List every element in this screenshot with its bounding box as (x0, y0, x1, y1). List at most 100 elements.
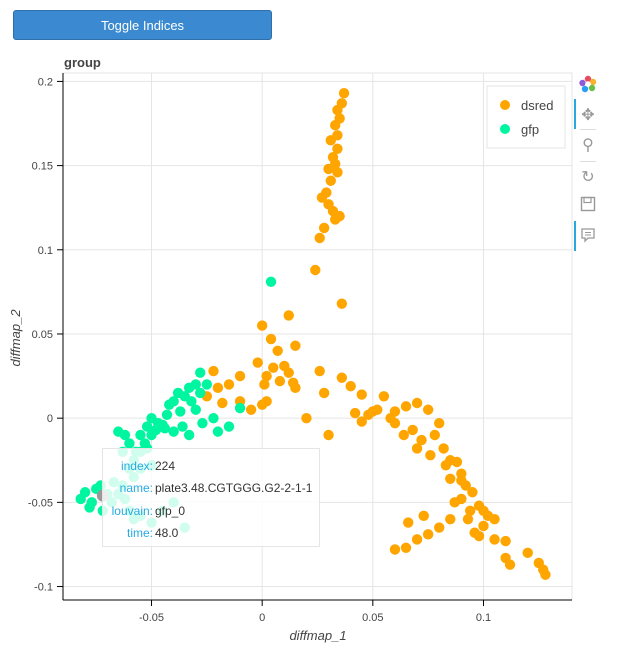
scatter-point-dsred (467, 487, 478, 498)
scatter-point-dsred (469, 527, 480, 538)
box-zoom-icon[interactable]: ⚲ (582, 135, 594, 154)
scatter-point-dsred (418, 510, 429, 522)
x-tick-label: 0.05 (362, 612, 383, 624)
scatter-point-dsred (325, 175, 336, 186)
active-indicator (574, 99, 576, 129)
scatter-point-dsred (500, 552, 511, 564)
scatter-point-dsred (223, 379, 235, 390)
bokeh-logo-icon[interactable] (578, 75, 598, 95)
scatter-point-dsred (261, 370, 272, 382)
scatter-point-dsred (422, 404, 434, 415)
scatter-point-dsred (283, 367, 294, 378)
scatter-point-gfp (141, 421, 153, 432)
hover-tooltip: index: 224 name: plate3.48.CGTGGG.G2-2-1… (102, 448, 320, 547)
scatter-point-gfp (208, 412, 219, 424)
toggle-indices-button[interactable]: Toggle Indices (13, 10, 272, 40)
pan-icon[interactable]: ✥ (581, 105, 595, 124)
scatter-point-gfp (201, 379, 213, 390)
scatter-point-dsred (261, 396, 272, 407)
scatter-point-gfp (124, 438, 135, 449)
tooltip-key: time: (126, 526, 153, 540)
scatter-point-dsred (318, 387, 330, 399)
scatter-point-gfp (146, 429, 157, 441)
tooltip-row: louvain: gfp_0 (103, 504, 319, 520)
scatter-point-gfp (195, 367, 206, 378)
scatter-point-dsred (245, 404, 257, 415)
reset-icon[interactable]: ↻ (581, 167, 595, 186)
hover-icon[interactable] (578, 227, 598, 247)
scatter-point-gfp (183, 429, 195, 441)
scatter-point-dsred (422, 529, 434, 540)
scatter-point-dsred (389, 544, 401, 555)
scatter-point-dsred (425, 450, 436, 461)
scatter-point-dsred (363, 409, 374, 420)
scatter-point-gfp (223, 421, 235, 432)
tool-separator (580, 161, 596, 162)
scatter-point-dsred (332, 104, 343, 116)
tooltip-key: name: (119, 481, 153, 495)
scatter-point-dsred (540, 569, 551, 580)
scatter-point-dsred (318, 222, 330, 234)
scatter-point-gfp (265, 276, 277, 287)
y-tick-label: 0.15 (32, 161, 53, 173)
scatter-point-dsred (349, 407, 361, 419)
scatter-point-dsred (208, 365, 219, 377)
scatter-point-gfp (175, 406, 186, 417)
scatter-point-dsred (330, 119, 341, 131)
scatter-point-dsred (356, 389, 367, 400)
y-tick-label: 0.2 (38, 76, 53, 88)
tooltip-value: gfp_0 (155, 504, 186, 518)
scatter-point-dsred (434, 522, 445, 533)
scatter-point-dsred (332, 167, 343, 178)
scatter-point-dsred (489, 534, 500, 545)
scatter-point-gfp (113, 426, 124, 437)
scatter-point-gfp (164, 399, 175, 410)
y-tick-label: 0.1 (38, 245, 53, 257)
scatter-point-gfp (190, 404, 201, 415)
x-axis-label: diffmap_1 (289, 628, 346, 643)
scatter-point-gfp (197, 418, 208, 429)
tooltip-row: name: plate3.48.CGTGGG.G2-2-1-1 (103, 481, 319, 497)
scatter-point-dsred (268, 362, 279, 373)
scatter-point-dsred (338, 88, 350, 99)
scatter-point-dsred (462, 513, 474, 525)
scatter-point-dsred (407, 424, 418, 436)
scatter-point-dsred (212, 382, 224, 394)
scatter-point-dsred (411, 443, 423, 454)
scatter-point-gfp (186, 396, 197, 407)
x-tick-label: 0 (259, 612, 265, 624)
scatter-point-dsred (434, 418, 445, 429)
scatter-point-dsred (234, 370, 246, 382)
tooltip-value: 48.0 (155, 526, 179, 540)
scatter-point-dsred (451, 456, 463, 468)
save-icon[interactable] (578, 196, 598, 216)
scatter-point-gfp (135, 429, 146, 441)
scatter-point-dsred (345, 380, 356, 392)
scatter-point-dsred (398, 429, 410, 441)
x-tick-label: 0.1 (476, 612, 491, 624)
scatter-point-dsred (389, 406, 401, 417)
scatter-point-dsred (301, 412, 312, 424)
scatter-point-dsred (465, 505, 476, 516)
tooltip-value: 224 (155, 459, 176, 473)
scatter-point-dsred (500, 535, 511, 547)
scatter-point-dsred (356, 416, 367, 427)
scatter-point-dsred (400, 401, 412, 412)
scatter-point-dsred (378, 391, 390, 402)
scatter-point-dsred (290, 340, 301, 351)
scatter-point-gfp (177, 421, 188, 432)
scatter-point-dsred (272, 345, 283, 357)
scatter-point-gfp (84, 502, 95, 513)
y-tick-label: -0.1 (34, 582, 53, 594)
scatter-point-dsred (389, 418, 401, 429)
scatter-point-dsred (256, 320, 268, 331)
scatter-point-dsred (416, 434, 427, 446)
legend-label-gfp: gfp (521, 122, 539, 137)
scatter-point-gfp (183, 382, 195, 394)
chart-title: group (64, 55, 101, 70)
tooltip-key: index: (120, 459, 153, 473)
scatter-point-dsred (403, 517, 414, 528)
y-axis-ticks: -0.1 -0.05 0 0.05 0.1 0.15 0.2 (28, 76, 63, 594)
scatter-point-dsred (489, 513, 500, 525)
